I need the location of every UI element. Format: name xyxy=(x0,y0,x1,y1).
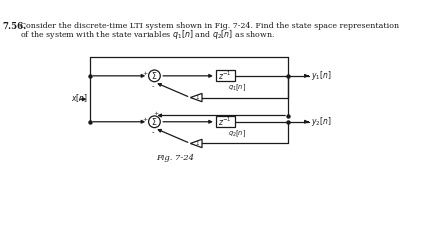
Text: $y_2[n]$: $y_2[n]$ xyxy=(310,115,331,128)
Text: $z^{-1}$: $z^{-1}$ xyxy=(218,116,232,128)
Text: +: + xyxy=(153,110,159,116)
Text: $y_1[n]$: $y_1[n]$ xyxy=(310,69,331,82)
Text: Consider the discrete-time LTI system shown in Fig. 7-24. Find the state space r: Consider the discrete-time LTI system sh… xyxy=(20,22,399,30)
Text: +: + xyxy=(142,117,148,122)
Text: $x[n]$: $x[n]$ xyxy=(71,92,88,104)
Bar xyxy=(216,70,234,81)
Text: $\Sigma$: $\Sigma$ xyxy=(151,116,158,127)
Text: 1: 1 xyxy=(195,95,198,100)
Text: $\Sigma$: $\Sigma$ xyxy=(151,70,158,81)
Text: of the system with the state variables $q_1[n]$ and $q_2[n]$ as shown.: of the system with the state variables $… xyxy=(20,28,275,41)
Text: 7.56.: 7.56. xyxy=(3,22,27,31)
Text: 1: 1 xyxy=(195,141,198,146)
Text: -: - xyxy=(151,83,154,89)
Bar xyxy=(216,116,234,127)
Text: $q_2[n]$: $q_2[n]$ xyxy=(228,128,246,139)
Text: -: - xyxy=(151,129,154,135)
Text: +: + xyxy=(142,71,148,76)
Text: $q_1[n]$: $q_1[n]$ xyxy=(228,82,246,93)
Text: Fig. 7-24: Fig. 7-24 xyxy=(156,155,194,162)
Text: $z^{-1}$: $z^{-1}$ xyxy=(218,70,232,82)
